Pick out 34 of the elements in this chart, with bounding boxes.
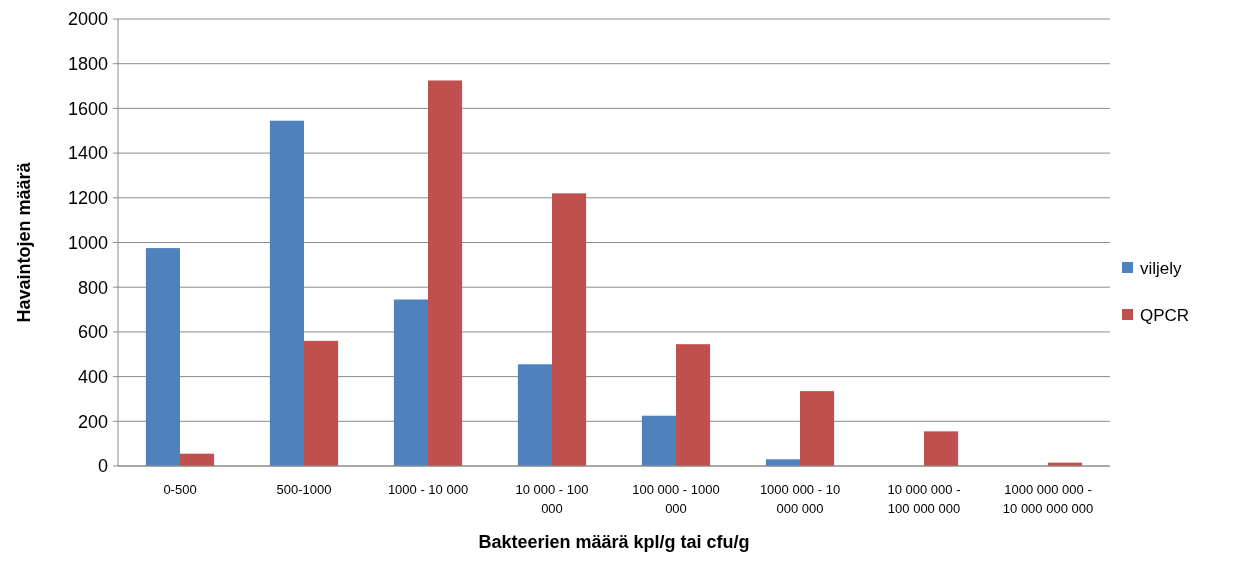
y-tick-label: 800	[77, 277, 108, 298]
x-axis-title: Bakteerien määrä kpl/g tai cfu/g	[478, 532, 750, 552]
bar	[676, 344, 711, 466]
bar	[552, 193, 587, 466]
y-tick-label: 400	[77, 366, 108, 387]
bar	[304, 340, 339, 466]
bar	[517, 364, 552, 466]
bar	[924, 431, 959, 466]
y-tick-label: 2000	[67, 9, 108, 30]
legend-label: viljely	[1140, 258, 1183, 278]
bar	[269, 120, 304, 466]
y-tick-label: 1400	[67, 143, 108, 164]
bar	[428, 80, 463, 466]
bar	[145, 248, 180, 466]
y-tick-label: 200	[77, 411, 108, 432]
y-tick-label: 1200	[67, 188, 108, 209]
bar	[641, 415, 676, 466]
x-tick-label: 1000 000 000 - 10 000 000 000	[1002, 482, 1094, 516]
y-tick-label: 1600	[67, 98, 108, 119]
y-tick-label: 0	[97, 456, 108, 477]
y-tick-label: 1800	[67, 54, 108, 74]
x-tick-label: 0-500	[163, 482, 197, 497]
x-tick-label: 500-1000	[276, 482, 332, 497]
y-tick-label: 600	[77, 322, 108, 343]
x-tick-label: 1000 000 - 10 000 000	[759, 482, 841, 516]
x-tick-label: 10 000 000 - 100 000 000	[887, 482, 961, 516]
x-tick-label: 1000 - 10 000	[387, 482, 469, 497]
bar	[800, 391, 835, 466]
x-tick-label: 100 000 - 1000 000	[632, 482, 720, 516]
bar	[393, 299, 428, 466]
x-tick-label: 10 000 - 100 000	[515, 482, 589, 516]
legend-label: QPCR	[1140, 305, 1190, 325]
y-tick-label: 1000	[67, 232, 108, 253]
y-axis-title: Havaintojen määrä	[14, 161, 34, 323]
